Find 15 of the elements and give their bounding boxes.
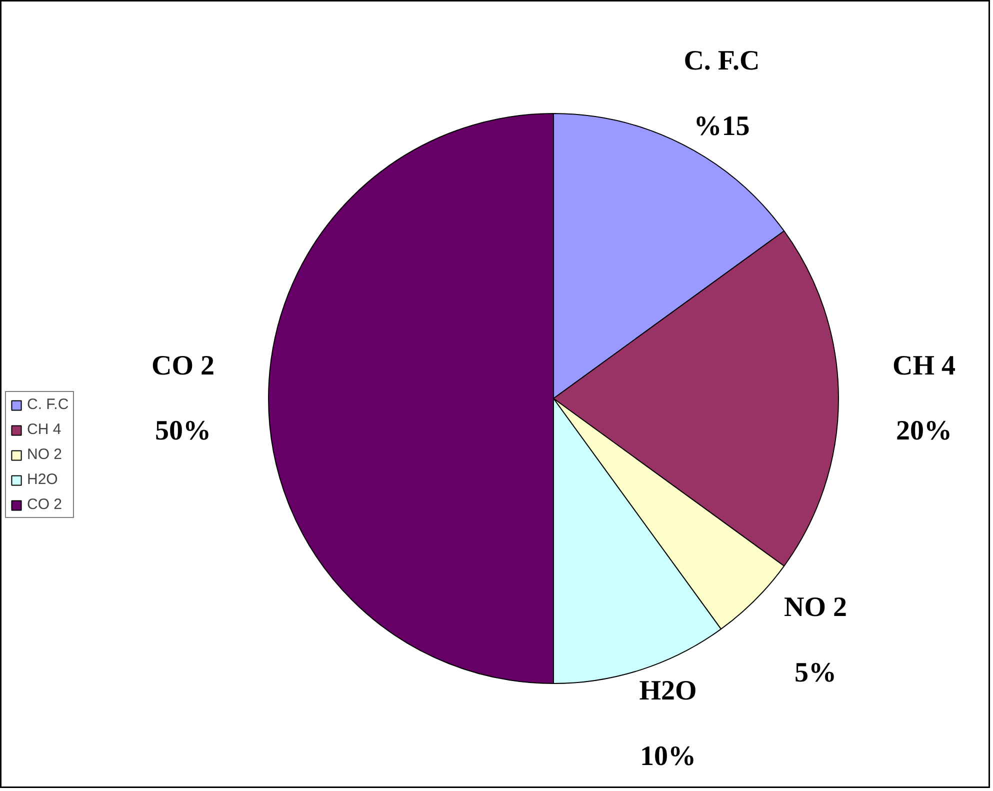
slice-label: CO 2: [152, 350, 214, 382]
data-label: 5%: [794, 657, 836, 688]
legend-label: NO 2: [27, 446, 62, 463]
slice-label: CH 4: [892, 350, 956, 382]
legend-label: CO 2: [27, 496, 62, 513]
slice-label: NO 2: [784, 592, 847, 624]
data-label: %15: [694, 110, 750, 142]
legend-label: H2O: [27, 471, 58, 488]
data-label: 50%: [155, 416, 211, 447]
legend-label: CH 4: [27, 421, 62, 438]
data-label: 10%: [640, 740, 696, 772]
data-label: 20%: [896, 416, 952, 447]
slice-label: H2O: [639, 676, 697, 707]
slice-label: C. F.C: [684, 46, 760, 77]
legend-label: C. F.C: [27, 396, 69, 413]
